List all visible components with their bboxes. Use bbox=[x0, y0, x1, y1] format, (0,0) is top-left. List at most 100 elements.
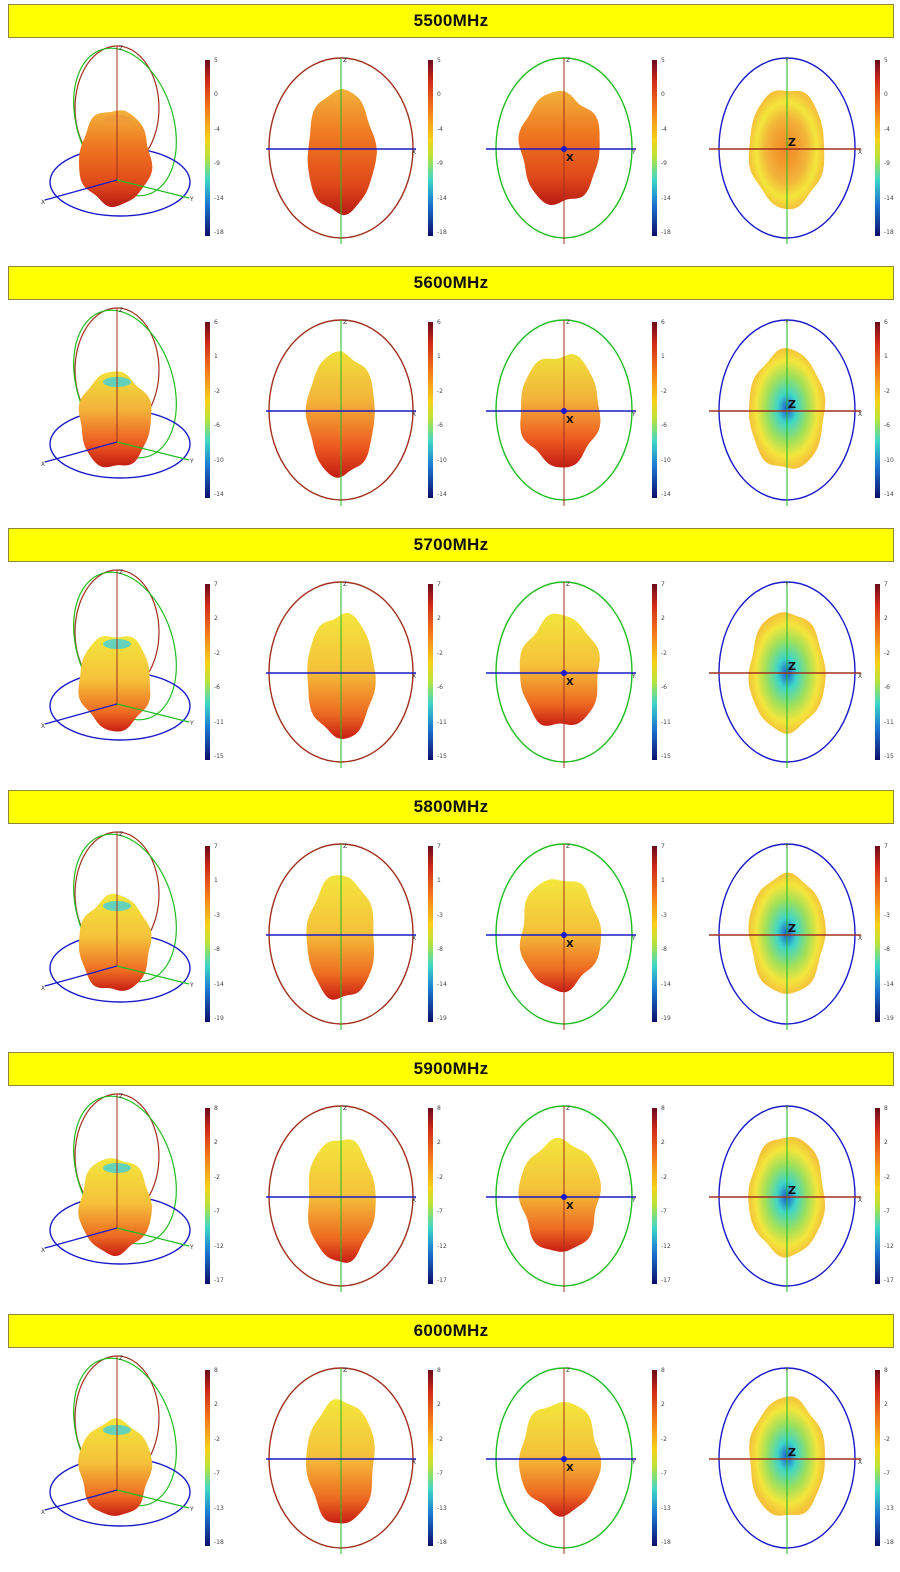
color-scale-tick: -14 bbox=[884, 980, 894, 988]
z-axis-label: Z bbox=[119, 1093, 123, 1100]
color-scale-tick: -2 bbox=[437, 387, 443, 395]
x-axis-label: X bbox=[566, 939, 574, 950]
color-scale-bar: 8 2 -2 -7 -13 -18 bbox=[428, 1367, 447, 1546]
color-scale-tick: -6 bbox=[214, 684, 220, 692]
color-scale-tick: 2 bbox=[884, 615, 888, 623]
color-scale-tick: -18 bbox=[214, 229, 224, 236]
band-5700MHz: 5700MHz Z X Y 7 2 -2 -6 -11 -15 Z X 7 2 -2 -6 -11 -15 Z Y X 7… bbox=[0, 524, 900, 786]
x-axis-label: X bbox=[858, 673, 862, 680]
radiation-lobe bbox=[519, 613, 600, 726]
color-scale-tick: -7 bbox=[437, 1470, 443, 1478]
color-scale-tick: 2 bbox=[437, 615, 441, 623]
z-axis-label: Z bbox=[119, 831, 123, 838]
color-scale-tick: -15 bbox=[661, 753, 671, 760]
color-scale-bar: 7 1 -3 -8 -14 -19 bbox=[205, 843, 224, 1022]
x-axis-label: X bbox=[566, 1463, 574, 1474]
color-scale-tick: 8 bbox=[214, 1367, 218, 1374]
radiation-lobe bbox=[308, 1139, 376, 1263]
radiation-lobe bbox=[748, 90, 825, 210]
color-scale-tick: -3 bbox=[661, 911, 667, 919]
color-scale-tick: -17 bbox=[661, 1277, 671, 1284]
pattern-panel-front-view-zx: Z X 8 2 -2 -7 -13 -18 bbox=[228, 1350, 453, 1566]
band-5800MHz: 5800MHz Z X Y 7 1 -3 -8 -14 -19 Z X 7 1 -3 -8 -14 -19 Z Y X 7… bbox=[0, 786, 900, 1048]
z-axis-label: Z bbox=[566, 843, 570, 850]
color-scale-tick: 6 bbox=[214, 319, 218, 326]
color-scale-tick: 8 bbox=[884, 1367, 888, 1374]
color-scale-tick: -14 bbox=[437, 491, 447, 498]
color-scale-bar: 8 2 -2 -7 -12 -17 bbox=[652, 1105, 671, 1284]
band-title: 6000MHz bbox=[413, 1321, 489, 1340]
z-axis-label: Z bbox=[343, 1367, 347, 1374]
pattern-plot: ZX bbox=[266, 319, 416, 506]
pattern-panel-3d-view: Z X Y 6 1 -2 -6 -10 -14 bbox=[5, 302, 230, 518]
color-scale-tick: -2 bbox=[884, 387, 890, 395]
color-scale-tick: -2 bbox=[437, 649, 443, 657]
pattern-plot: Y X Z bbox=[709, 1367, 862, 1554]
color-scale-tick: -14 bbox=[437, 980, 447, 988]
color-scale-tick: 2 bbox=[884, 1401, 888, 1409]
color-scale-tick: -6 bbox=[884, 684, 890, 692]
color-scale-tick: -17 bbox=[884, 1277, 894, 1284]
color-scale-tick: 0 bbox=[884, 91, 888, 99]
pattern-panel-3d-view: Z X Y 7 1 -3 -8 -14 -19 bbox=[5, 826, 230, 1042]
color-scale-tick: -13 bbox=[661, 1504, 671, 1512]
color-scale-tick: -18 bbox=[437, 1539, 447, 1546]
band-title: 5500MHz bbox=[413, 11, 489, 30]
color-scale-tick: 8 bbox=[884, 1105, 888, 1112]
color-scale-tick: -6 bbox=[661, 684, 667, 692]
z-axis-label: Z bbox=[788, 660, 796, 673]
color-scale-tick: -4 bbox=[214, 125, 220, 133]
color-scale-tick: -10 bbox=[661, 456, 671, 464]
color-scale-tick: -11 bbox=[661, 718, 671, 726]
color-scale-tick: -19 bbox=[437, 1015, 447, 1022]
x-axis-label: X bbox=[412, 149, 416, 156]
pattern-panel-3d-view: Z X Y 8 2 -2 -7 -12 -17 bbox=[5, 1088, 230, 1304]
y-axis-line bbox=[116, 1227, 190, 1247]
color-scale-tick: -4 bbox=[884, 125, 890, 133]
x-axis-label: X bbox=[41, 199, 45, 206]
x-axis-label: X bbox=[412, 935, 416, 942]
x-axis-label: X bbox=[41, 1247, 45, 1254]
x-axis-label: X bbox=[41, 461, 45, 468]
band-header: 6000MHz bbox=[8, 1314, 894, 1348]
y-axis-label: Y bbox=[784, 319, 789, 326]
pattern-plot: ZX bbox=[266, 1105, 416, 1292]
color-scale-tick: -9 bbox=[437, 160, 443, 168]
color-scale-bar: 6 1 -2 -6 -10 -14 bbox=[428, 319, 447, 498]
pattern-plot: Z X Y bbox=[41, 1355, 194, 1527]
color-scale-tick: -8 bbox=[437, 946, 443, 954]
band-title: 5700MHz bbox=[413, 535, 489, 554]
pattern-plot: Z X Y bbox=[41, 569, 194, 741]
x-axis-label: X bbox=[412, 1459, 416, 1466]
z-axis-label: Z bbox=[566, 1105, 570, 1112]
color-scale-tick: 2 bbox=[214, 615, 218, 623]
color-scale-tick: 2 bbox=[437, 1401, 441, 1409]
color-scale-tick: 7 bbox=[884, 581, 888, 588]
z-axis-label: Z bbox=[566, 319, 570, 326]
color-scale-tick: -15 bbox=[437, 753, 447, 760]
color-scale-tick: -19 bbox=[214, 1015, 224, 1022]
color-scale-tick: -2 bbox=[437, 1435, 443, 1443]
color-scale-tick: 8 bbox=[437, 1367, 441, 1374]
color-scale-tick: -2 bbox=[661, 649, 667, 657]
color-scale-tick: 1 bbox=[214, 877, 218, 885]
pattern-plot: Y X Z bbox=[709, 319, 862, 506]
color-scale-tick: 2 bbox=[884, 1139, 888, 1147]
color-scale-tick: -8 bbox=[661, 946, 667, 954]
y-axis-line bbox=[116, 179, 190, 199]
pattern-panel-side-view-zy: Z Y X 7 1 -3 -8 -14 -19 bbox=[452, 826, 677, 1042]
color-scale-tick: -2 bbox=[884, 1173, 890, 1181]
z-axis-label: Z bbox=[788, 1184, 796, 1197]
color-scale-tick: -18 bbox=[884, 229, 894, 236]
y-axis-line bbox=[116, 703, 190, 723]
z-axis-label: Z bbox=[343, 319, 347, 326]
pattern-panel-top-view-xy: Y X Z 7 1 -3 -8 -14 -19 bbox=[675, 826, 900, 1042]
x-axis-marker bbox=[561, 1194, 567, 1200]
color-scale-tick: -4 bbox=[437, 125, 443, 133]
color-scale-tick: -2 bbox=[214, 1435, 220, 1443]
color-scale-bar: 5 0 -4 -9 -14 -18 bbox=[428, 57, 447, 236]
pattern-plot: Z X Y bbox=[41, 831, 194, 1003]
color-scale-tick: -8 bbox=[214, 946, 220, 954]
pattern-plot: Y X Z bbox=[709, 57, 862, 244]
color-scale-tick: -14 bbox=[214, 980, 224, 988]
